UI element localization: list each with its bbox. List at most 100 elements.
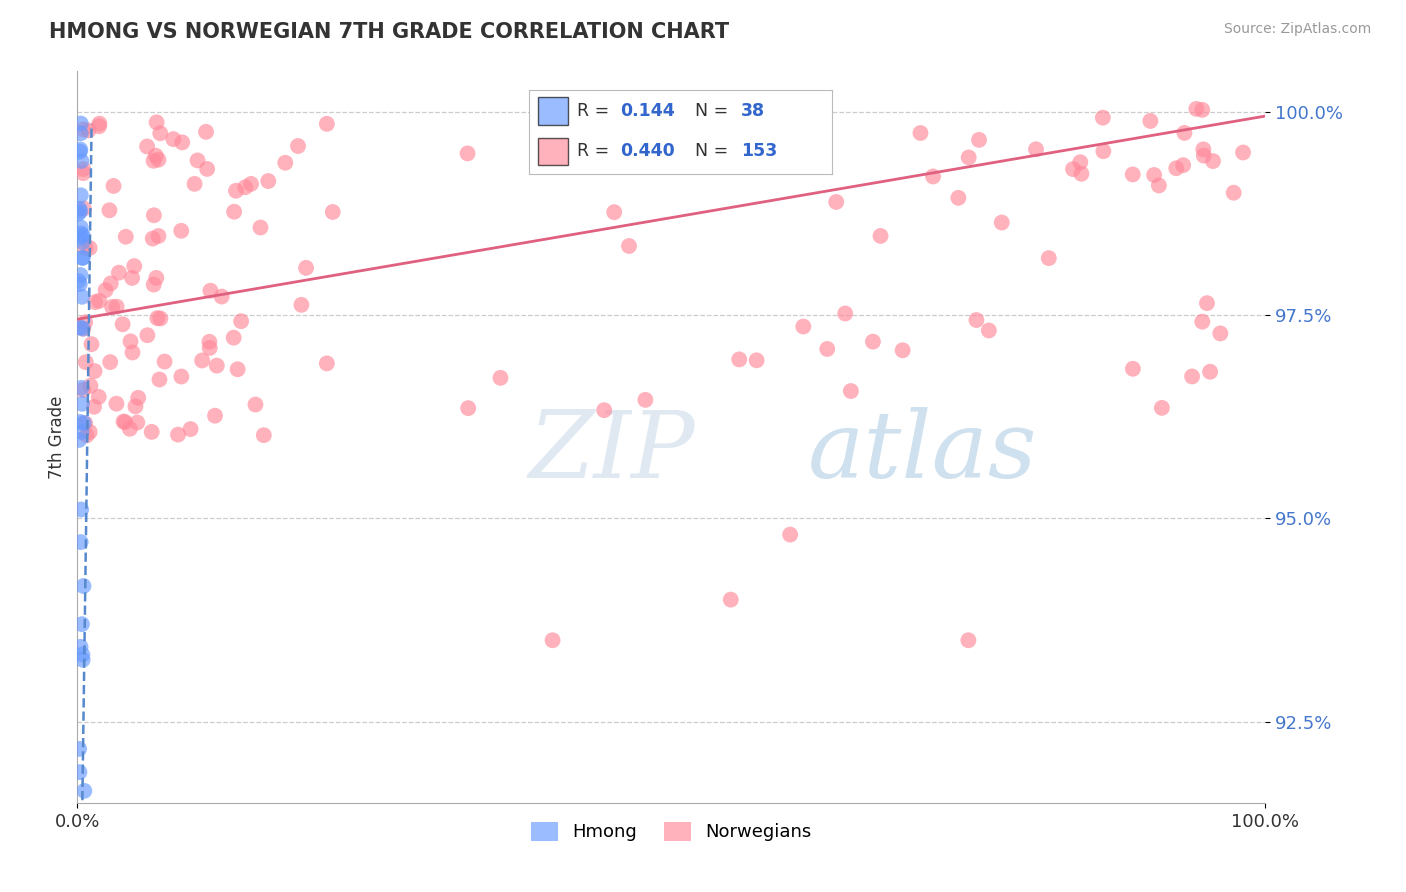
Point bbox=[89, 293, 111, 308]
Point bbox=[72, 321, 94, 335]
Point bbox=[120, 334, 142, 349]
Point bbox=[70, 617, 93, 632]
Point bbox=[114, 415, 136, 429]
Point bbox=[226, 362, 249, 376]
Point bbox=[149, 126, 172, 140]
Point bbox=[72, 166, 94, 180]
Point bbox=[965, 313, 987, 327]
Point bbox=[922, 169, 945, 184]
Point bbox=[1209, 326, 1232, 341]
Point bbox=[1038, 251, 1060, 265]
Point bbox=[211, 289, 233, 303]
Point bbox=[98, 355, 121, 369]
Point bbox=[94, 283, 117, 297]
Point bbox=[1139, 114, 1161, 128]
Point bbox=[83, 400, 105, 414]
Point bbox=[249, 220, 271, 235]
Point bbox=[815, 342, 838, 356]
Point bbox=[145, 271, 167, 285]
Point bbox=[70, 227, 93, 241]
Point bbox=[141, 425, 163, 439]
Point bbox=[593, 403, 616, 417]
Point bbox=[779, 527, 801, 541]
Point bbox=[229, 314, 252, 328]
Point bbox=[111, 318, 134, 332]
Point bbox=[114, 229, 136, 244]
Point bbox=[112, 415, 135, 429]
Point bbox=[869, 228, 891, 243]
Point bbox=[1122, 168, 1144, 182]
Point bbox=[127, 416, 149, 430]
Point bbox=[295, 260, 318, 275]
Point bbox=[834, 306, 856, 320]
Point bbox=[127, 391, 149, 405]
Point bbox=[84, 295, 107, 310]
Point bbox=[1091, 111, 1114, 125]
Point bbox=[69, 143, 91, 157]
Point bbox=[67, 765, 90, 780]
Point bbox=[195, 161, 218, 176]
Point bbox=[69, 268, 91, 282]
Point bbox=[257, 174, 280, 188]
Point bbox=[1199, 365, 1222, 379]
Point bbox=[69, 535, 91, 549]
Point bbox=[1181, 369, 1204, 384]
Point bbox=[1062, 162, 1084, 177]
Point bbox=[489, 371, 512, 385]
Point bbox=[728, 352, 751, 367]
Point bbox=[153, 354, 176, 368]
Point bbox=[72, 648, 94, 662]
Point bbox=[72, 322, 94, 336]
Point bbox=[77, 123, 100, 137]
Point bbox=[69, 640, 91, 654]
Text: ZIP: ZIP bbox=[529, 407, 696, 497]
Point bbox=[69, 320, 91, 334]
Point bbox=[69, 220, 91, 235]
Point bbox=[142, 153, 165, 168]
Point bbox=[1191, 103, 1213, 117]
Point bbox=[1222, 186, 1244, 200]
Point bbox=[287, 139, 309, 153]
Point bbox=[75, 417, 97, 431]
Point bbox=[69, 204, 91, 219]
Point bbox=[198, 341, 221, 355]
Point bbox=[253, 428, 276, 442]
Point bbox=[457, 146, 479, 161]
Point bbox=[69, 145, 91, 159]
Point bbox=[149, 311, 172, 326]
Point bbox=[67, 274, 90, 288]
Point bbox=[1166, 161, 1188, 176]
Point bbox=[72, 251, 94, 265]
Point bbox=[80, 337, 103, 351]
Text: HMONG VS NORWEGIAN 7TH GRADE CORRELATION CHART: HMONG VS NORWEGIAN 7TH GRADE CORRELATION… bbox=[49, 22, 730, 42]
Point bbox=[1070, 167, 1092, 181]
Point bbox=[1092, 144, 1115, 158]
Point bbox=[1192, 142, 1215, 156]
Point bbox=[1173, 126, 1195, 140]
Point bbox=[910, 126, 932, 140]
Point bbox=[191, 353, 214, 368]
Point bbox=[957, 150, 980, 164]
Point bbox=[76, 428, 98, 442]
Point bbox=[70, 502, 93, 516]
Point bbox=[72, 162, 94, 177]
Point bbox=[72, 251, 94, 265]
Point bbox=[108, 266, 131, 280]
Point bbox=[967, 133, 990, 147]
Legend: Hmong, Norwegians: Hmong, Norwegians bbox=[523, 814, 820, 848]
Point bbox=[204, 409, 226, 423]
Point bbox=[1232, 145, 1254, 160]
Point bbox=[70, 381, 93, 395]
Point bbox=[198, 334, 221, 349]
Point bbox=[1069, 155, 1091, 169]
Point bbox=[170, 369, 193, 384]
Point bbox=[70, 154, 93, 169]
Point bbox=[720, 592, 742, 607]
Point bbox=[792, 319, 814, 334]
Point bbox=[72, 579, 94, 593]
Point bbox=[87, 120, 110, 134]
Point bbox=[233, 180, 256, 194]
Point bbox=[839, 384, 862, 398]
Point bbox=[72, 383, 94, 397]
Point bbox=[69, 188, 91, 202]
